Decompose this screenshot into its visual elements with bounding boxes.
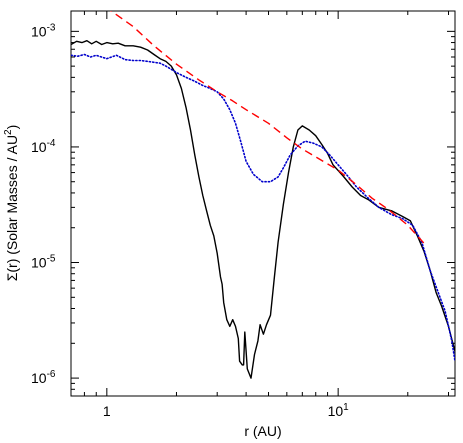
series-line-dotted: [71, 53, 455, 362]
x-tick-label: 101: [328, 402, 350, 419]
plot-frame: [70, 10, 456, 397]
y-axis-label-main: Σ(r) (Solar Masses / AU: [4, 135, 20, 281]
x-axis-label: r (AU): [244, 423, 281, 439]
series-layer: [71, 11, 455, 379]
y-tick-label: 10-3: [31, 22, 56, 39]
y-tick-label-exp: -3: [47, 22, 56, 33]
y-axis-label-exp: 2: [3, 129, 14, 135]
y-axis-label-end: ): [4, 125, 20, 130]
x-tick-label: 1: [103, 403, 111, 419]
y-tick-label-base: 10: [31, 139, 47, 155]
y-tick-label-exp: -6: [47, 369, 56, 380]
y-tick-label: 10-5: [31, 254, 56, 271]
y-tick-label: 10-4: [31, 138, 56, 155]
y-tick-label-base: 10: [31, 23, 47, 39]
y-tick-label-exp: -5: [47, 254, 56, 265]
y-axis-label: Σ(r) (Solar Masses / AU2): [3, 125, 20, 282]
y-tick-label-base: 10: [31, 370, 47, 386]
series-line-dashed: [110, 11, 427, 247]
y-tick-label-exp: -4: [47, 138, 56, 149]
y-tick-label: 10-6: [31, 369, 56, 386]
y-tick-label-base: 10: [31, 255, 47, 271]
series-line-solid: [71, 40, 455, 379]
axis-ticks: [70, 11, 455, 397]
x-tick-label-base: 10: [328, 403, 344, 419]
x-tick-label-exp: 1: [343, 402, 349, 413]
